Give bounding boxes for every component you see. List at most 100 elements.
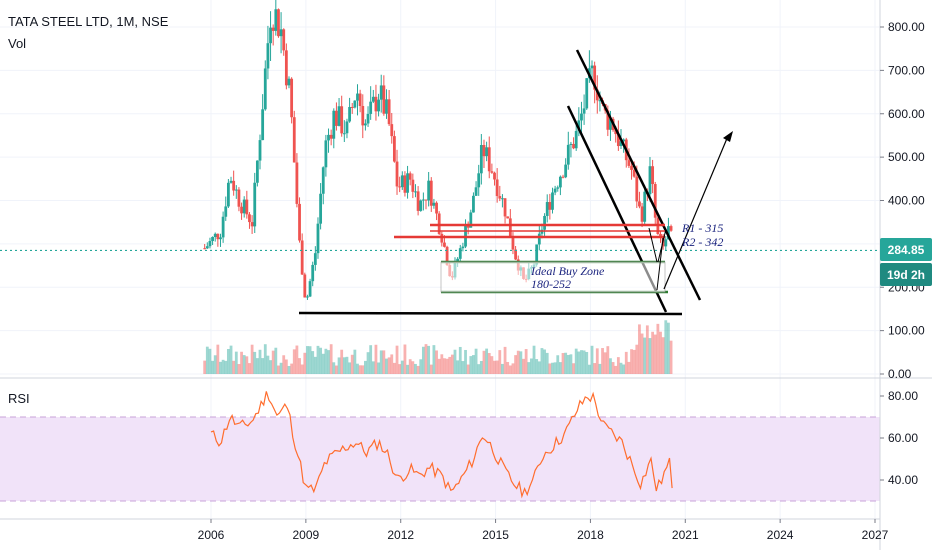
candle-body	[308, 281, 312, 297]
volume-bar	[306, 346, 309, 374]
volume-bar	[606, 346, 610, 374]
candle-body	[255, 160, 259, 183]
volume-bar	[242, 355, 246, 374]
candle-body	[574, 130, 578, 149]
candle-body	[598, 100, 602, 102]
rsi-legend: RSI	[8, 391, 30, 406]
rsi-band	[0, 417, 880, 501]
volume-bar	[487, 353, 491, 374]
volume-bar	[530, 358, 533, 374]
candle-body	[664, 239, 668, 247]
buy-zone-box[interactable]	[440, 261, 666, 293]
volume-bar	[221, 359, 225, 374]
volume-bar	[400, 360, 404, 374]
volume-bar	[577, 351, 581, 374]
rsi-tick-label: 60.00	[888, 431, 918, 445]
candle-body	[263, 68, 267, 110]
candle-body	[277, 9, 280, 37]
candle-body	[490, 171, 494, 173]
candle-body	[619, 141, 623, 147]
candle-body	[364, 123, 367, 126]
volume-bar	[253, 351, 257, 374]
candle-body	[203, 248, 207, 250]
candle-body	[403, 175, 407, 193]
candle-body	[237, 189, 241, 207]
candle-body	[498, 196, 502, 199]
candle-body	[556, 187, 560, 189]
volume-bar	[319, 347, 323, 374]
volume-bar	[551, 362, 554, 374]
candle-body	[416, 191, 420, 211]
volume-bar	[269, 360, 272, 374]
volume-bar	[450, 354, 454, 374]
candle-body	[408, 173, 412, 180]
candle-body	[287, 78, 291, 86]
volume-bar	[321, 353, 325, 374]
volume-bar	[624, 351, 628, 374]
time-axis-labels: 2006 2009 2012 2015 2018 2021 2024 2027	[198, 519, 889, 542]
volume-bar	[566, 354, 570, 374]
candle-body	[566, 144, 570, 165]
volume-bar	[638, 324, 641, 374]
volume-bar	[245, 356, 249, 374]
candle-body	[622, 139, 626, 142]
candle-body	[414, 191, 417, 193]
volume-bar	[635, 344, 639, 374]
volume-bar	[205, 346, 209, 374]
volume-bar	[611, 362, 615, 374]
volume-bar	[300, 364, 304, 374]
volume-bar	[211, 360, 214, 374]
volume-legend: Vol	[8, 36, 27, 51]
last-price-tag: 284.85	[880, 238, 932, 261]
volume-bar	[292, 349, 296, 374]
candle-body	[429, 180, 433, 206]
candle-body	[437, 213, 441, 234]
candle-body	[358, 93, 362, 106]
support-line[interactable]	[298, 311, 683, 316]
channel-upper-line[interactable]	[575, 49, 702, 301]
candle-body	[311, 264, 315, 282]
volume-bar	[440, 354, 444, 374]
candle-body	[667, 226, 670, 240]
candle-body	[348, 106, 351, 122]
candle-body	[279, 29, 283, 37]
time-tick-label: 2024	[767, 528, 794, 542]
volume-bar	[443, 358, 446, 374]
candle-body	[638, 201, 641, 207]
volume-bar	[659, 331, 662, 374]
volume-bar	[232, 360, 236, 374]
volume-bar	[603, 352, 607, 374]
volume-bar	[340, 349, 344, 374]
r1-label: R1 - 315	[681, 221, 723, 235]
volume-bar	[501, 363, 504, 374]
candle-body	[345, 121, 349, 134]
volume-bar	[311, 351, 315, 374]
projection-arrow-line[interactable]	[663, 135, 729, 290]
volume-bar	[411, 361, 415, 374]
candle-body	[258, 140, 262, 161]
volume-bar	[598, 363, 602, 374]
candle-body	[390, 124, 394, 137]
candle-body	[640, 206, 644, 222]
candle-body	[572, 143, 575, 149]
candle-body	[224, 206, 228, 217]
price-tick-label: 800.00	[888, 20, 925, 34]
candle-body	[577, 120, 581, 131]
volume-bar	[667, 322, 670, 374]
volume-bar	[493, 360, 496, 374]
volume-bar	[474, 348, 478, 374]
candle-body	[295, 162, 299, 204]
candle-body	[606, 110, 610, 130]
volume-bar	[234, 351, 238, 374]
volume-bar	[466, 364, 470, 374]
candle-body	[632, 169, 636, 177]
volume-bar	[261, 358, 265, 374]
volume-bar	[216, 344, 220, 374]
candle-body	[306, 296, 309, 298]
volume-bar	[303, 352, 307, 374]
volume-bar	[580, 350, 583, 374]
volume-bar	[630, 349, 633, 374]
candles	[203, 0, 673, 300]
volume-bar	[382, 350, 386, 374]
